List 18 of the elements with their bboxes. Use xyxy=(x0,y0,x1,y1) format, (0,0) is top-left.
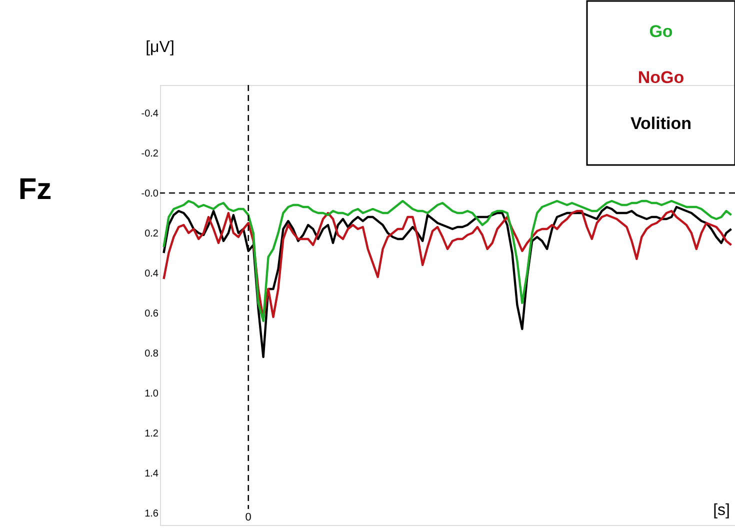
text: Volition xyxy=(630,114,692,133)
y-tick-label: -0.2 xyxy=(141,148,159,160)
text: Go xyxy=(649,22,673,41)
x-axis-title: [s] xyxy=(713,502,730,519)
y-tick-label: 1.0 xyxy=(144,388,159,400)
text: Fz xyxy=(18,173,52,206)
y-tick-label: -0.4 xyxy=(141,108,159,120)
y-tick-label: 1.4 xyxy=(144,468,159,480)
y-axis-title: [μV] xyxy=(146,39,174,56)
y-tick-label: 1.2 xyxy=(144,428,159,440)
y-tick-label: 1.6 xyxy=(144,508,159,520)
x-tick-label: 0 xyxy=(245,512,252,524)
y-tick-label: 0.6 xyxy=(144,308,159,320)
y-tick-label: 0.2 xyxy=(144,228,159,240)
y-tick-label: 0.8 xyxy=(144,348,159,360)
y-tick-label: 0.4 xyxy=(144,268,159,280)
y-tick-label: -0.0 xyxy=(141,188,159,200)
text: NoGo xyxy=(638,68,684,87)
